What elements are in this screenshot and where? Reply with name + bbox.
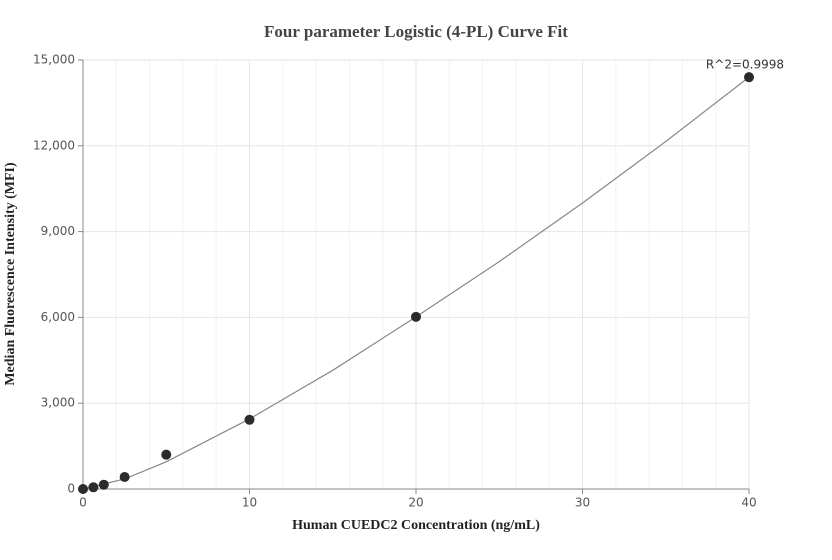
data-point xyxy=(78,484,88,494)
data-point xyxy=(119,471,130,482)
x-tick-label: 0 xyxy=(79,496,87,510)
data-point xyxy=(98,479,109,490)
x-tick-label: 20 xyxy=(408,496,423,510)
data-point xyxy=(244,414,255,425)
x-axis-label: Human CUEDC2 Concentration (ng/mL) xyxy=(292,518,540,533)
data-point xyxy=(161,449,172,460)
y-tick-label: 12,000 xyxy=(33,138,75,152)
y-axis-label: Median Fluorescence Intensity (MFI) xyxy=(3,162,18,386)
data-point xyxy=(411,311,421,322)
x-tick-label: 40 xyxy=(741,496,756,510)
data-point xyxy=(744,72,754,83)
x-tick-label: 10 xyxy=(242,496,257,510)
y-tick-label: 15,000 xyxy=(33,53,75,67)
x-tick-label: 30 xyxy=(575,496,590,510)
y-tick-label: 0 xyxy=(67,482,75,496)
annotation: R^2=0.9998 xyxy=(706,58,784,72)
fit-curve xyxy=(82,76,750,490)
y-tick-label: 3,000 xyxy=(41,396,75,410)
y-tick-label: 6,000 xyxy=(41,310,75,324)
chart-title: Four parameter Logistic (4-PL) Curve Fit xyxy=(264,22,568,41)
data-point xyxy=(88,482,99,493)
y-tick-label: 9,000 xyxy=(41,224,75,238)
